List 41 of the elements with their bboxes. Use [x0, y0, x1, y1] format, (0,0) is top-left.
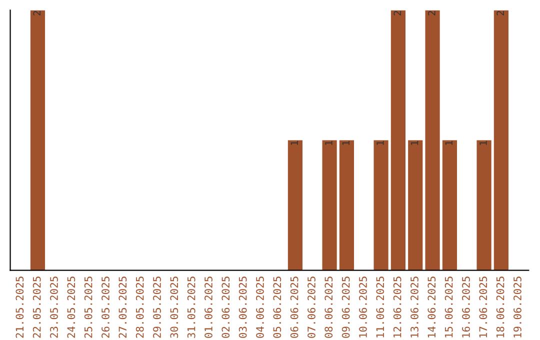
x-tick-label: 22.05.2025 [32, 276, 41, 338]
x-tick-label: 19.06.2025 [514, 276, 522, 338]
data-label: 1 [290, 140, 298, 145]
data-label: 2 [428, 11, 436, 16]
x-tick-label: 17.06.2025 [479, 276, 488, 338]
data-label: 1 [410, 140, 418, 145]
x-tick-label: 04.06.2025 [256, 276, 264, 338]
data-label: 1 [342, 140, 350, 145]
x-tick-label: 06.06.2025 [290, 276, 298, 338]
data-label: 1 [480, 140, 487, 145]
data-label: 1 [376, 140, 384, 145]
data-label: 2 [496, 11, 504, 16]
data-label: 1 [325, 140, 332, 145]
x-tick-label: 02.06.2025 [222, 276, 230, 338]
x-tick-label: 16.06.2025 [462, 276, 470, 338]
x-tick-label: 26.05.2025 [102, 276, 110, 338]
x-tick-label: 21.05.2025 [16, 276, 24, 338]
x-tick-label: 27.05.2025 [118, 276, 127, 338]
x-tick-label: 03.06.2025 [238, 276, 247, 338]
data-label: 2 [394, 11, 401, 16]
data-label: 1 [445, 140, 452, 145]
x-tick-label: 31.05.2025 [187, 276, 196, 338]
x-tick-label: 07.06.2025 [308, 276, 316, 338]
x-tick-label: 11.06.2025 [376, 276, 384, 338]
x-tick-label: 18.06.2025 [496, 276, 504, 338]
x-tick-label: 14.06.2025 [428, 276, 436, 338]
x-tick-label: 12.06.2025 [393, 276, 402, 338]
x-tick-label: 28.05.2025 [136, 276, 144, 338]
x-tick-label: 09.06.2025 [342, 276, 350, 338]
x-tick-label: 05.06.2025 [273, 276, 282, 338]
x-tick-label: 01.06.2025 [204, 276, 212, 338]
x-tick-label: 24.05.2025 [67, 276, 76, 338]
x-tick-label: 23.05.2025 [50, 276, 58, 338]
x-tick-label: 10.06.2025 [359, 276, 367, 338]
x-tick-label: 15.06.2025 [444, 276, 453, 338]
data-label: 2 [33, 11, 40, 16]
x-tick-label: 13.06.2025 [410, 276, 418, 338]
x-tick-label: 25.05.2025 [84, 276, 92, 338]
x-tick-label: 29.05.2025 [153, 276, 161, 338]
x-tick-label: 08.06.2025 [324, 276, 333, 338]
x-tick-label: 30.05.2025 [170, 276, 178, 338]
